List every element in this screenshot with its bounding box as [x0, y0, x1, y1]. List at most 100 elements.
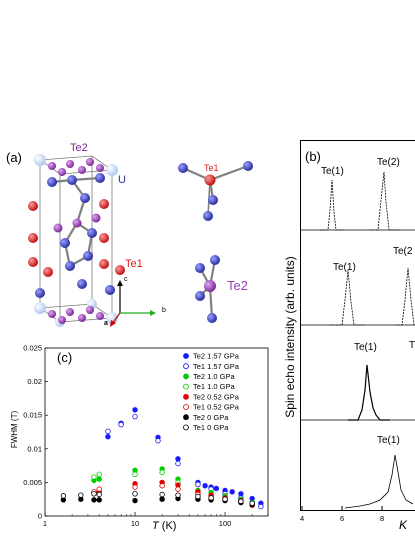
data-point — [96, 476, 102, 482]
data-point — [132, 497, 138, 504]
axis-a-label: a — [104, 320, 108, 327]
legend-label: Te2 0.52 GPa — [193, 392, 240, 401]
y-tick-label: 0.015 — [23, 411, 42, 420]
b-x-axis-title: K — [399, 518, 408, 532]
data-point — [175, 492, 181, 498]
data-point — [91, 474, 97, 480]
y-tick-label: 0.005 — [23, 478, 42, 487]
data-point — [118, 421, 124, 428]
te2-cluster-label: Te2 — [227, 278, 248, 293]
data-point — [202, 483, 208, 489]
data-point — [78, 492, 84, 498]
b-s3-te2-label: T — [409, 340, 415, 351]
fwhm-chart: 0 0.005 0.01 0.015 0.02 0.025 1 10 100 Te2 1.57… — [23, 344, 269, 528]
data-point — [159, 469, 165, 476]
b-s2-te2-label: Te(2 — [393, 246, 413, 257]
series-5 — [91, 483, 255, 508]
y-tick-label: 0.01 — [27, 444, 42, 453]
y-axis-ticks: 0 0.005 0.01 0.015 0.02 0.025 — [23, 344, 48, 521]
series-0 — [105, 407, 264, 506]
data-point — [159, 496, 165, 502]
series-7 — [60, 491, 255, 506]
data-points — [60, 407, 264, 510]
spectrum-2-te1-peak — [330, 269, 365, 326]
data-point — [105, 428, 111, 435]
legend-label: Te1 0.52 GPa — [193, 403, 240, 412]
data-point — [249, 500, 255, 506]
y-tick-label: 0.02 — [27, 377, 42, 386]
te2-middle — [53, 213, 101, 233]
data-point — [159, 491, 165, 498]
data-point — [132, 471, 138, 478]
data-point — [60, 493, 67, 499]
data-point — [132, 407, 138, 413]
data-point — [213, 485, 220, 492]
spectrum-1-te2-peak — [370, 171, 400, 231]
legend-label: Te1 1.0 GPa — [193, 382, 236, 391]
plot-border — [44, 347, 269, 517]
corner-atoms — [34, 154, 118, 327]
data-point — [132, 491, 138, 497]
data-point — [96, 486, 102, 492]
b-s4-te1-label: Te(1) — [377, 435, 400, 446]
data-point — [91, 497, 97, 503]
b-x-tick-6: 6 — [340, 514, 345, 523]
data-point — [96, 491, 102, 498]
b-x-tick-8: 8 — [380, 514, 385, 523]
spectrum-2-te2-peak — [395, 267, 415, 326]
x-axis-ticks: 1 10 100 — [43, 512, 269, 528]
data-point — [96, 497, 102, 503]
lattice-axes — [110, 280, 156, 327]
u-atoms — [35, 173, 115, 298]
spectrum-4-te1-peak — [344, 454, 414, 509]
legend-marker — [183, 424, 189, 431]
u-label: U — [118, 174, 126, 186]
legend-marker — [183, 414, 189, 421]
data-point — [155, 438, 161, 444]
data-point — [132, 484, 138, 490]
data-point — [208, 495, 214, 501]
legend-marker — [183, 404, 189, 410]
legend-label: Te2 0 GPa — [193, 413, 229, 422]
x-axis-unit: (K) — [161, 520, 177, 532]
legend-label: Te1 0 GPa — [193, 423, 229, 432]
x-tick-label: 1 — [43, 519, 47, 528]
b-x-tick-4: 4 — [300, 514, 305, 523]
x-tick-label: 10 — [131, 519, 139, 528]
data-point — [195, 493, 201, 500]
series-2 — [91, 466, 255, 506]
te1-atoms — [28, 199, 125, 277]
legend-marker — [183, 383, 189, 390]
spectrum-1-te1-peak — [320, 179, 345, 231]
data-point — [195, 481, 201, 488]
legend-label: Te2 1.0 GPa — [193, 372, 236, 381]
te2-top-layer — [48, 158, 104, 176]
te2-bottom-layer — [48, 306, 104, 324]
y-axis-title: FWHM (T) — [10, 410, 20, 449]
legend-marker — [183, 363, 189, 370]
series-3 — [91, 469, 255, 507]
nmr-spectra — [300, 140, 415, 511]
data-point — [175, 460, 181, 467]
x-axis-var: T — [152, 520, 159, 532]
b-s1-te1-label: Te(1) — [321, 166, 344, 177]
data-point — [175, 486, 181, 492]
crystal-structure — [28, 154, 253, 327]
legend-label: Te1 1.57 GPa — [193, 362, 240, 371]
y-tick-label: 0.025 — [23, 344, 42, 353]
legend-marker — [183, 353, 189, 359]
y-tick-label: 0 — [38, 512, 42, 521]
data-point — [91, 491, 97, 497]
b-s2-te1-label: Te(1) — [333, 262, 356, 273]
data-point — [229, 489, 235, 495]
data-point — [258, 503, 264, 510]
te2-top-label: Te2 — [70, 142, 88, 154]
data-point — [175, 456, 181, 462]
spectrum-3-te1-peak — [348, 364, 390, 421]
panel-b-label: (b) — [305, 149, 321, 164]
legend-marker — [183, 393, 189, 400]
data-point — [238, 498, 244, 504]
te1-cluster — [178, 161, 253, 221]
data-point — [159, 483, 165, 489]
